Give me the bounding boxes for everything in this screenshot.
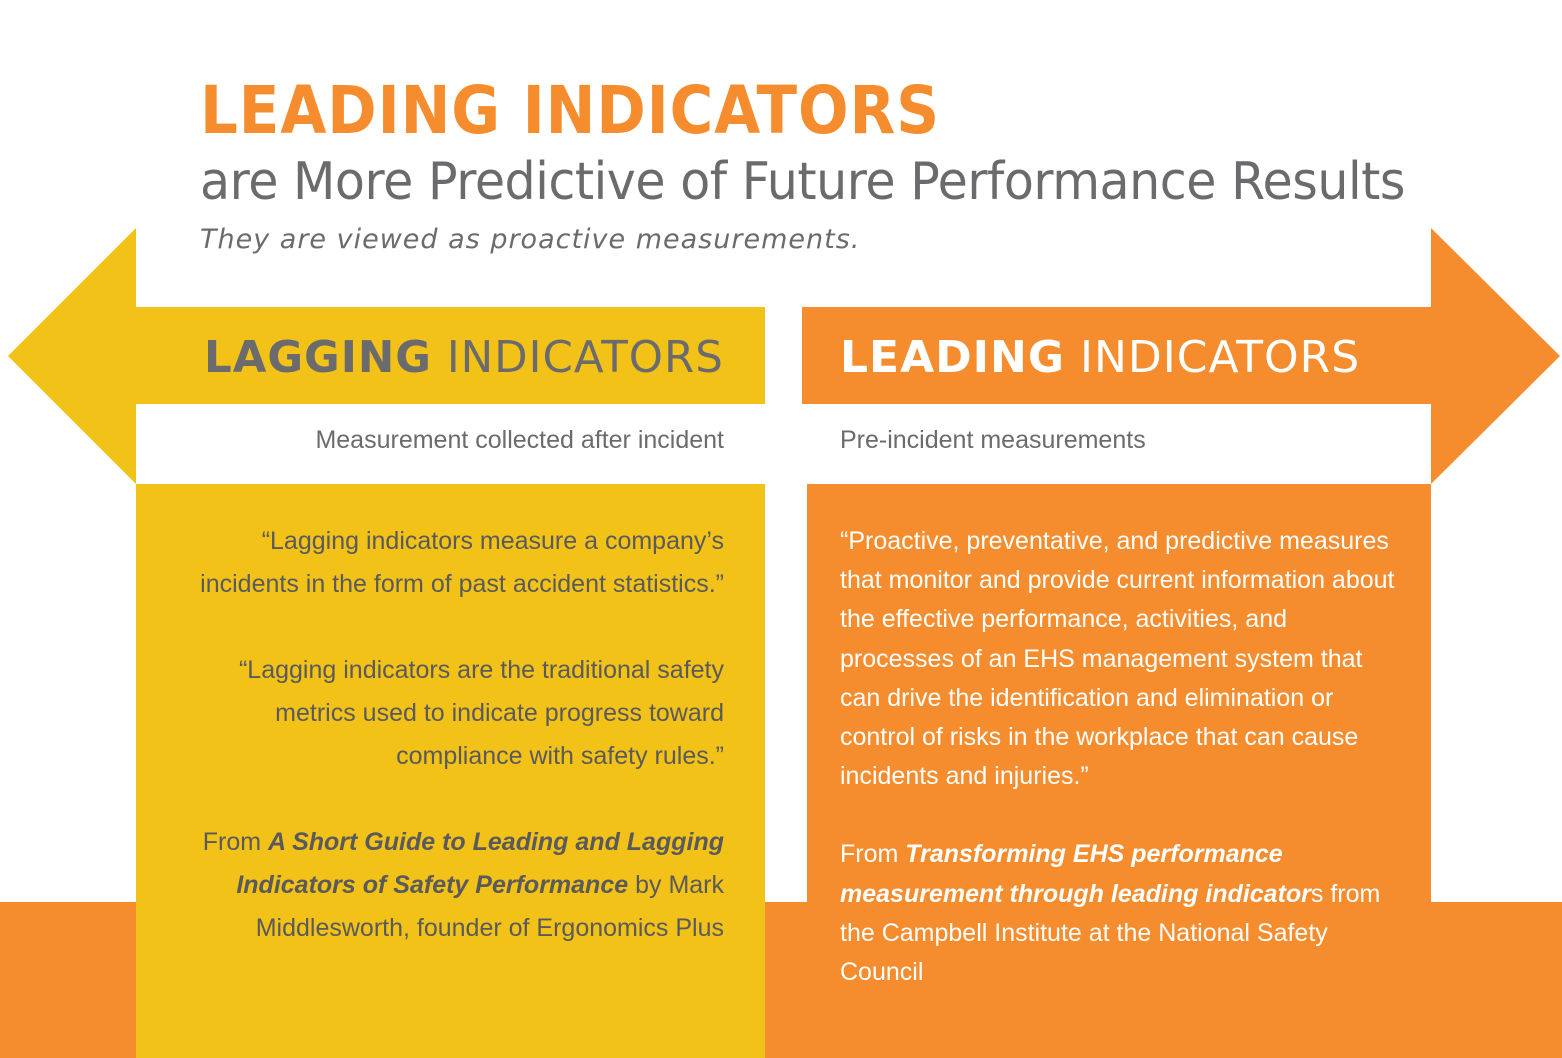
right-arrowhead: [1431, 228, 1560, 484]
leading-quote-1: “Proactive, preventative, and predictive…: [840, 527, 1395, 791]
left-arrowhead: [8, 228, 136, 484]
leading-source: From Transforming EHS performance measur…: [840, 835, 1400, 992]
leading-source-title: Transforming EHS performance measurement…: [840, 840, 1311, 908]
lagging-source-title: A Short Guide to Leading and Lagging Ind…: [236, 828, 724, 899]
lagging-body-text: “Lagging indicators measure a company’s …: [160, 520, 724, 993]
lagging-header-band: [136, 307, 765, 404]
leading-body-text: “Proactive, preventative, and predictive…: [840, 522, 1400, 1031]
lagging-caption: Measurement collected after incident: [315, 426, 724, 454]
leading-source-suffix: s from the Campbell Institute at the Nat…: [840, 879, 1381, 987]
leading-body-panel: [807, 484, 1431, 1058]
page-subtitle: are More Predictive of Future Performanc…: [200, 152, 1405, 212]
page-title: LEADING INDICATORS: [200, 72, 940, 149]
lagging-quote-2: “Lagging indicators are the traditional …: [238, 656, 724, 770]
lagging-heading: LAGGING INDICATORS: [204, 336, 724, 380]
lagging-body-panel: [136, 484, 765, 1058]
leading-caption: Pre-incident measurements: [840, 426, 1146, 454]
lagging-source-suffix: by Mark Middlesworth, founder of Ergonom…: [255, 871, 724, 942]
lagging-heading-strong: LAGGING: [204, 332, 433, 383]
page-tagline: They are viewed as proactive measurement…: [200, 224, 861, 255]
lagging-heading-light: INDICATORS: [447, 332, 724, 383]
leading-source-prefix: From: [840, 840, 899, 869]
lagging-quote-1: “Lagging indicators measure a company’s …: [200, 527, 724, 598]
lagging-source-prefix: From: [202, 828, 262, 856]
leading-heading: LEADING INDICATORS: [840, 336, 1360, 380]
leading-heading-strong: LEADING: [840, 332, 1065, 383]
leading-header-band: [802, 307, 1431, 404]
leading-heading-light: INDICATORS: [1079, 332, 1361, 383]
lagging-source: From A Short Guide to Leading and Laggin…: [160, 821, 724, 950]
